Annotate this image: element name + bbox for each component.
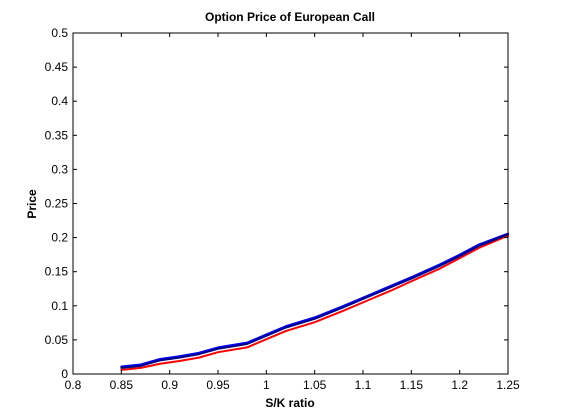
x-tick-label-2: 0.9 (161, 378, 178, 392)
y-tick-label-5: 0.25 (45, 197, 69, 211)
y-tick-label-7: 0.35 (45, 128, 69, 142)
x-tick-label-5: 1.05 (303, 378, 327, 392)
x-tick-label-0: 0.8 (65, 378, 82, 392)
y-tick-label-6: 0.3 (51, 162, 68, 176)
y-tick-label-2: 0.1 (51, 299, 68, 313)
y-tick-label-4: 0.2 (51, 231, 68, 245)
y-ticks: 0 0.05 0.1 0.15 0.2 0.25 0.3 0.35 0.4 0.45 0.5 (45, 26, 508, 381)
x-tick-label-6: 1.1 (355, 378, 372, 392)
series-line-1 (120, 234, 509, 371)
y-tick-label-10: 0.5 (51, 26, 68, 40)
x-ticks: 0.8 0.85 0.9 0.95 1 1.05 1.1 1.15 1.2 1.25 (65, 33, 520, 392)
series-line-2 (120, 233, 509, 369)
y-tick-label-0: 0 (61, 367, 68, 381)
x-tick-label-3: 0.95 (206, 378, 230, 392)
x-axis-label: S/K ratio (265, 396, 314, 410)
y-tick-label-9: 0.45 (45, 60, 69, 74)
y-tick-label-3: 0.15 (45, 265, 69, 279)
chart-title: Option Price of European Call (205, 10, 375, 24)
plot-area (73, 33, 508, 374)
y-axis-label: Price (25, 189, 39, 219)
x-tick-label-9: 1.25 (496, 378, 520, 392)
y-tick-label-1: 0.05 (45, 333, 69, 347)
x-tick-label-8: 1.2 (451, 378, 468, 392)
x-tick-label-1: 0.85 (110, 378, 134, 392)
series-group (120, 232, 509, 371)
x-tick-label-7: 1.15 (400, 378, 424, 392)
series-line-0 (120, 232, 509, 368)
y-tick-label-8: 0.4 (51, 94, 68, 108)
x-tick-label-4: 1 (263, 378, 270, 392)
